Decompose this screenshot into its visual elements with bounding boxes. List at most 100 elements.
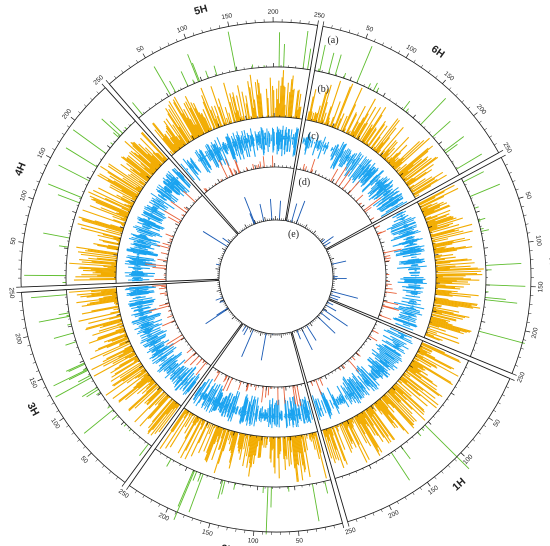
bar-c-3H-57	[161, 346, 177, 359]
bar-c-1H-17	[394, 343, 399, 347]
bar-b-1H-83	[378, 399, 405, 431]
bar-c-6H-143	[381, 198, 393, 207]
bar-c-1H-141	[323, 396, 329, 408]
tick-7H-r2-6	[429, 232, 432, 234]
tick-6H-r0-19	[467, 106, 471, 110]
bar-c-4H-81	[147, 220, 156, 225]
bar-c-2H-67	[259, 408, 262, 417]
tick-5H-r3-6	[221, 178, 224, 181]
bar-c-1H-43	[376, 353, 388, 363]
bar-c-5H-29	[203, 156, 213, 171]
bar-c-3H-7	[186, 375, 196, 386]
tick-1H-r2-23	[331, 426, 333, 429]
bar-c-out-7H-150	[407, 323, 417, 328]
bar-b-1H-151	[326, 428, 330, 435]
bar-b-1H-47	[400, 377, 408, 384]
bar-c-1H-118	[341, 395, 345, 400]
tick-7H-r2-2	[422, 211, 425, 213]
bar-c-2H-83	[247, 403, 251, 415]
bar-c-out-7H-1	[400, 210, 407, 215]
bar-c-out-4H-99	[151, 206, 155, 209]
bar-c-out-4H-155	[173, 167, 181, 176]
bar-b-2H-24	[294, 435, 300, 466]
bar-c-out-5H-26	[198, 153, 203, 159]
tick-6H-r1-16	[418, 121, 421, 123]
bar-c-7H-100	[408, 285, 416, 288]
tick-3H-r1-5	[120, 421, 125, 425]
bar-b-2H-100	[222, 429, 231, 452]
bar-c-2H-29	[286, 400, 290, 417]
bar-c-4H-143	[173, 180, 179, 186]
bar-c-out-7H-101	[415, 287, 424, 289]
bar-c-3H-100	[145, 323, 159, 330]
bar-b-2H-78	[242, 434, 249, 467]
bar-c-2H-129	[214, 398, 218, 404]
bar-b-3H-55	[134, 370, 147, 379]
bar-c-1H-123	[338, 398, 341, 402]
tick-5H-r2-11	[223, 123, 225, 126]
bar-c-3H-73	[154, 346, 157, 348]
bar-c-out-3H-71	[152, 348, 156, 351]
bar-b-6H-156	[414, 194, 420, 198]
bar-b-4H-23	[88, 257, 117, 262]
tick-label-4H-100: 100	[19, 189, 29, 202]
bar-c-1H-19	[385, 340, 398, 348]
bar-c-out-3H-156	[129, 286, 137, 289]
bar-b-1H-63	[390, 387, 426, 421]
bar-a-4H-31	[58, 245, 69, 248]
tick-6H-r2-3	[321, 121, 323, 124]
bar-b-7H-67	[434, 256, 456, 261]
bar-c-3H-29	[174, 365, 184, 375]
tick-2H-r0-21	[158, 503, 161, 507]
bar-c-out-5H-7	[188, 165, 191, 167]
bar-b-6H-23	[326, 117, 330, 126]
tick-6H-r4-9	[303, 225, 305, 228]
bar-b-6H-81	[371, 136, 381, 149]
bar-b-2H-61	[261, 436, 264, 446]
tick-2H-r2-24	[187, 410, 189, 413]
bar-c-4H-140	[171, 182, 175, 186]
tick-2H-r0-14	[217, 525, 219, 529]
tick-7H-r1-5	[475, 210, 480, 213]
tick-1H-r1-23	[348, 473, 350, 476]
bar-b-6H-32	[333, 86, 351, 129]
bar-b-3H-61	[113, 365, 144, 387]
bar-c-5H-156	[293, 138, 298, 156]
bar-c-4H-80	[147, 220, 165, 230]
bar-b-4H-55	[106, 228, 123, 235]
tick-4H-r0-20	[70, 116, 76, 121]
bar-c-out-3H-37	[166, 369, 172, 374]
bar-c-out-3H-46	[157, 363, 167, 372]
bar-b-5H-110	[257, 94, 261, 118]
bar-c-3H-42	[168, 360, 177, 368]
bar-c-7H-24	[392, 229, 408, 236]
tick-3H-r3-3	[200, 358, 203, 360]
bar-b-5H-97	[245, 103, 250, 120]
bar-c-out-3H-44	[158, 365, 168, 373]
bar-c-5H-65	[228, 145, 235, 160]
bar-b-6H-98	[382, 141, 398, 159]
bar-a-3H-1	[139, 443, 149, 456]
bar-c-2H-127	[215, 392, 222, 404]
bar-c-5H-38	[209, 153, 218, 168]
bar-b-1H-24	[411, 360, 424, 369]
axis-arc-4H-ring-4	[218, 234, 239, 280]
bar-c-out-5H-61	[224, 144, 227, 147]
bar-c-out-3H-21	[178, 377, 180, 380]
bar-c-out-4H-110	[157, 200, 159, 202]
bar-c-2H-0	[307, 400, 312, 413]
bar-b-6H-105	[387, 157, 393, 163]
bar-b-4H-83	[88, 191, 131, 212]
tick-5H-r1-4	[160, 98, 163, 101]
bar-c-out-6H-72	[353, 158, 356, 161]
bar-c-2H-122	[219, 402, 222, 406]
axis-arc-6H-ring-3	[296, 168, 373, 224]
bar-c-1H-135	[329, 399, 333, 406]
tick-6H-r2-23	[409, 188, 412, 190]
bar-b-7H-51	[432, 241, 454, 247]
bar-b-5H-64	[216, 115, 222, 127]
tick-6H-r2-25	[415, 196, 420, 200]
tick-7H-r4-25	[328, 298, 333, 301]
bar-c-2H-76	[252, 399, 257, 416]
tick-label-5H-150: 150	[221, 12, 233, 21]
